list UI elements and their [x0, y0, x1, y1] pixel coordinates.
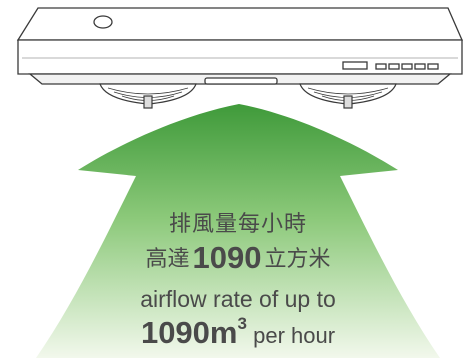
caption-english-line1: airflow rate of up to: [140, 286, 336, 312]
caption-chinese-line1: 排風量每小時: [168, 212, 307, 237]
caption-chinese-suffix: 立方米: [264, 247, 331, 272]
caption-english-suffix: per hour: [253, 323, 336, 348]
caption-chinese-prefix: 高達: [145, 247, 190, 272]
airflow-arrow-icon: [36, 104, 440, 358]
caption-english-exponent: 3: [237, 314, 247, 333]
caption-english-unit: m: [209, 315, 238, 350]
exhaust-fan-left-icon: [99, 83, 197, 109]
caption-chinese-line2: 高達1090 立方米: [0, 240, 476, 276]
caption-english-line2: 1090m3 per hour: [0, 314, 476, 351]
exhaust-fan-right-icon: [299, 83, 397, 109]
caption-english-number: 1090: [140, 315, 210, 350]
range-hood-icon: [16, 7, 463, 85]
caption-chinese-number: 1090: [192, 240, 262, 275]
